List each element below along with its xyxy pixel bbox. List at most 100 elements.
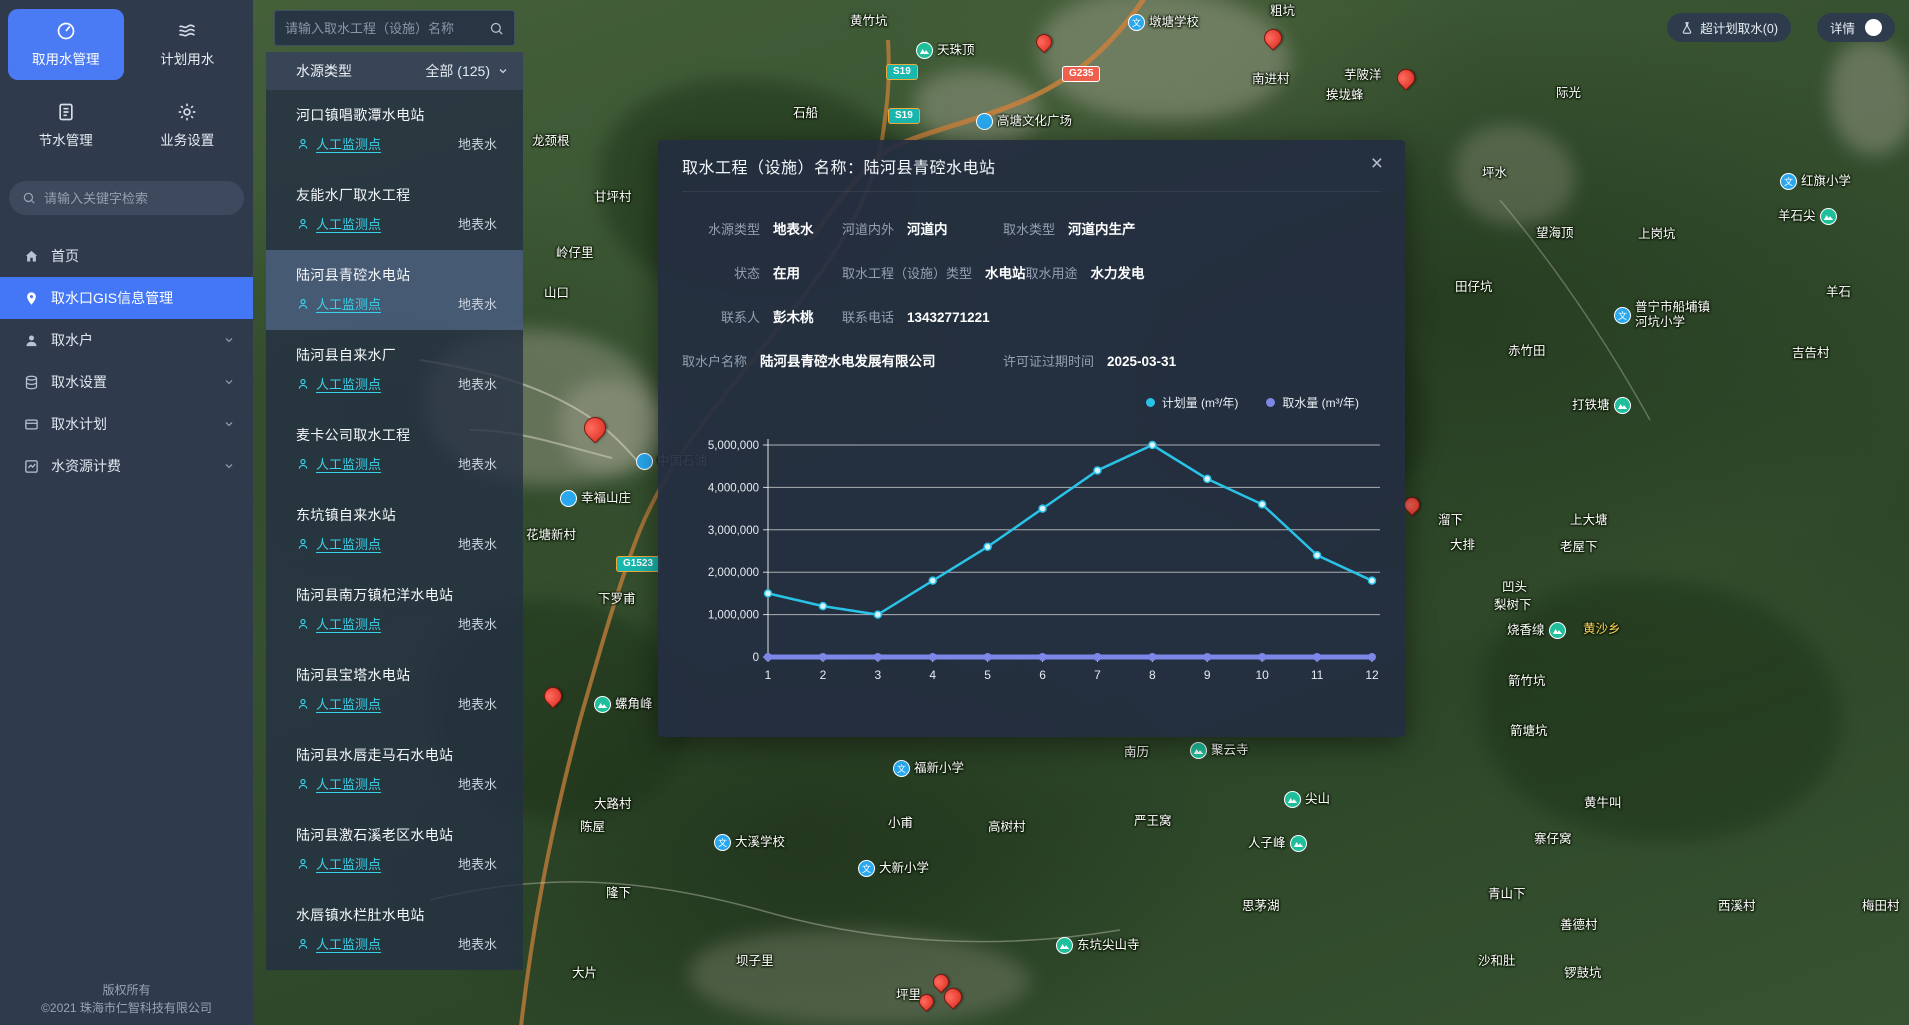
poi-pin-icon[interactable] (976, 113, 993, 130)
station-list-item[interactable]: 友能水厂取水工程 人工监测点 地表水 (266, 170, 523, 250)
over-plan-pill[interactable]: 超计划取水(0) (1667, 13, 1791, 42)
legend-item[interactable]: 取水量 (m³/年) (1266, 394, 1359, 411)
app-tile-4[interactable]: 业务设置 (130, 90, 246, 161)
source-type-filter[interactable]: 水源类型 全部 (125) (266, 52, 523, 90)
map-label-text: 青山下 (1488, 887, 1526, 901)
map-label-text: 严王窝 (1134, 814, 1172, 828)
sidebar-item-3[interactable]: 取水户 (0, 319, 253, 361)
monthly-volume-chart[interactable]: 0 1,000,000 2,000,000 3,000,000 4,000,000 5,0… (682, 415, 1381, 715)
station-list-item[interactable]: 东坑镇自来水站 人工监测点 地表水 (266, 490, 523, 570)
mountain-pin-icon[interactable] (1289, 835, 1307, 852)
sidebar-search[interactable] (9, 181, 244, 215)
mountain-pin-icon[interactable] (1613, 397, 1631, 414)
monitor-type-link[interactable]: 人工监测点 (316, 697, 382, 712)
station-list-item[interactable]: 水唇镇水栏肚水电站 人工监测点 地表水 (266, 890, 523, 970)
app-switcher: 取用水管理 计划用水节水管理 业务设置 (0, 0, 253, 165)
water-source-type: 地表水 (457, 297, 497, 312)
monitor-type-link[interactable]: 人工监测点 (316, 137, 382, 152)
map-label: 黄竹坑 (850, 14, 888, 29)
station-list-item[interactable]: 陆河县青硿水电站人工监测点 地表水 (266, 250, 523, 330)
search-icon (22, 191, 36, 205)
person-icon (296, 377, 310, 391)
mountain-pin-icon[interactable] (1056, 937, 1073, 954)
map-label: 严王窝 (1134, 814, 1172, 829)
school-pin-icon[interactable]: 文 (1780, 173, 1797, 190)
monitor-type-link[interactable]: 人工监测点 (316, 537, 382, 552)
field-value: 彭木桃 (773, 310, 814, 325)
monitor-type-link[interactable]: 人工监测点 (316, 617, 382, 632)
close-icon[interactable]: × (1370, 152, 1383, 175)
poi-pin-icon[interactable] (560, 490, 577, 507)
map-label: 尖山 (1284, 791, 1330, 808)
monitor-type-link[interactable]: 人工监测点 (316, 457, 382, 472)
station-name: 陆河县青硿水电站 (296, 267, 411, 283)
person-icon (296, 137, 310, 151)
map-label-text: 南历 (1124, 745, 1150, 759)
legend-dot-icon (1145, 398, 1155, 407)
school-pin-icon[interactable]: 文 (1614, 306, 1631, 324)
mountain-pin-icon[interactable] (594, 696, 611, 713)
station-name: 水唇镇水栏肚水电站 (296, 907, 425, 923)
sidebar-item-1[interactable]: 首页 (0, 235, 253, 277)
sidebar-item-2[interactable]: 取水口GIS信息管理 (0, 277, 253, 319)
map-label-text: 羊石 (1826, 285, 1852, 299)
sidebar-search-input[interactable] (44, 190, 231, 206)
station-list-item[interactable]: 麦卡公司取水工程 人工监测点 地表水 (266, 410, 523, 490)
monitor-type-link[interactable]: 人工监测点 (316, 297, 382, 312)
sidebar-item-label: 水资源计费 (51, 458, 121, 474)
footer-line: 版权所有 (102, 983, 151, 997)
app-tile-1[interactable]: 取用水管理 (8, 9, 124, 80)
map-label-text: 大路村 (594, 797, 632, 811)
map-label-text: 墩塘学校 (1149, 15, 1200, 29)
school-pin-icon[interactable]: 文 (1128, 14, 1145, 31)
field-label: 取水类型 (1003, 222, 1056, 237)
water-source-type: 地表水 (457, 777, 497, 792)
toggle-knob-icon[interactable] (1865, 19, 1882, 36)
monitor-type-link[interactable]: 人工监测点 (316, 857, 382, 872)
sidebar-item-6[interactable]: 水资源计费 (0, 445, 253, 487)
station-list-item[interactable]: 陆河县宝塔水电站 人工监测点 地表水 (266, 650, 523, 730)
mountain-pin-icon[interactable] (1190, 742, 1207, 759)
monitor-type-link[interactable]: 人工监测点 (316, 217, 382, 232)
station-list-item[interactable]: 陆河县南万镇杞洋水电站 人工监测点 地表水 (266, 570, 523, 650)
app-tile-2[interactable]: 计划用水 (130, 9, 246, 80)
monitor-type-link[interactable]: 人工监测点 (316, 377, 382, 392)
svg-text:2,000,000: 2,000,000 (708, 567, 759, 579)
field-value: 2025-03-31 (1107, 354, 1177, 369)
map-label: 赤竹田 (1508, 344, 1546, 359)
map-label-text: 黄牛叫 (1584, 796, 1622, 810)
mountain-pin-icon[interactable] (1548, 622, 1566, 639)
map-label-text: 箭塘坑 (1510, 724, 1548, 738)
poi-pin-icon[interactable] (636, 453, 653, 470)
field-value: 水力发电 (1090, 266, 1145, 281)
sidebar-item-4[interactable]: 取水设置 (0, 361, 253, 403)
mountain-pin-icon[interactable] (1284, 791, 1301, 808)
station-list-item[interactable]: 陆河县自来水厂 人工监测点 地表水 (266, 330, 523, 410)
station-list-item[interactable]: 陆河县水唇走马石水电站 人工监测点 地表水 (266, 730, 523, 810)
detail-toggle[interactable]: 详情 (1816, 13, 1895, 42)
station-search-input[interactable] (285, 20, 481, 36)
map-label: 文墩塘学校 (1128, 14, 1199, 31)
monitor-type-link[interactable]: 人工监测点 (316, 777, 382, 792)
station-search[interactable] (274, 10, 515, 46)
school-pin-icon[interactable]: 文 (858, 860, 875, 877)
mountain-pin-icon[interactable] (916, 42, 933, 59)
monitor-type-link[interactable]: 人工监测点 (316, 937, 382, 952)
app-tile-3[interactable]: 节水管理 (8, 90, 124, 161)
map-label: 粗坑 (1270, 4, 1295, 19)
school-pin-icon[interactable]: 文 (714, 834, 731, 851)
pin-icon (24, 291, 39, 306)
app-tile-label: 计划用水 (160, 52, 215, 67)
station-list-item[interactable]: 河口镇唱歌潭水电站 人工监测点 地表水 (266, 90, 523, 170)
sidebar-item-5[interactable]: 取水计划 (0, 403, 253, 445)
search-icon[interactable] (489, 21, 504, 36)
station-list-item[interactable]: 陆河县激石溪老区水电站 人工监测点 地表水 (266, 810, 523, 890)
school-pin-icon[interactable]: 文 (893, 760, 910, 777)
map-label-text: 寨仔窝 (1534, 832, 1572, 846)
map-label: 东坑尖山寺 (1056, 937, 1140, 954)
mountain-pin-icon[interactable] (1819, 208, 1837, 225)
legend-item[interactable]: 计划量 (m³/年) (1145, 394, 1238, 411)
map-label-text: 锣鼓坑 (1564, 966, 1602, 980)
sidebar-item-label: 取水户 (51, 332, 93, 348)
